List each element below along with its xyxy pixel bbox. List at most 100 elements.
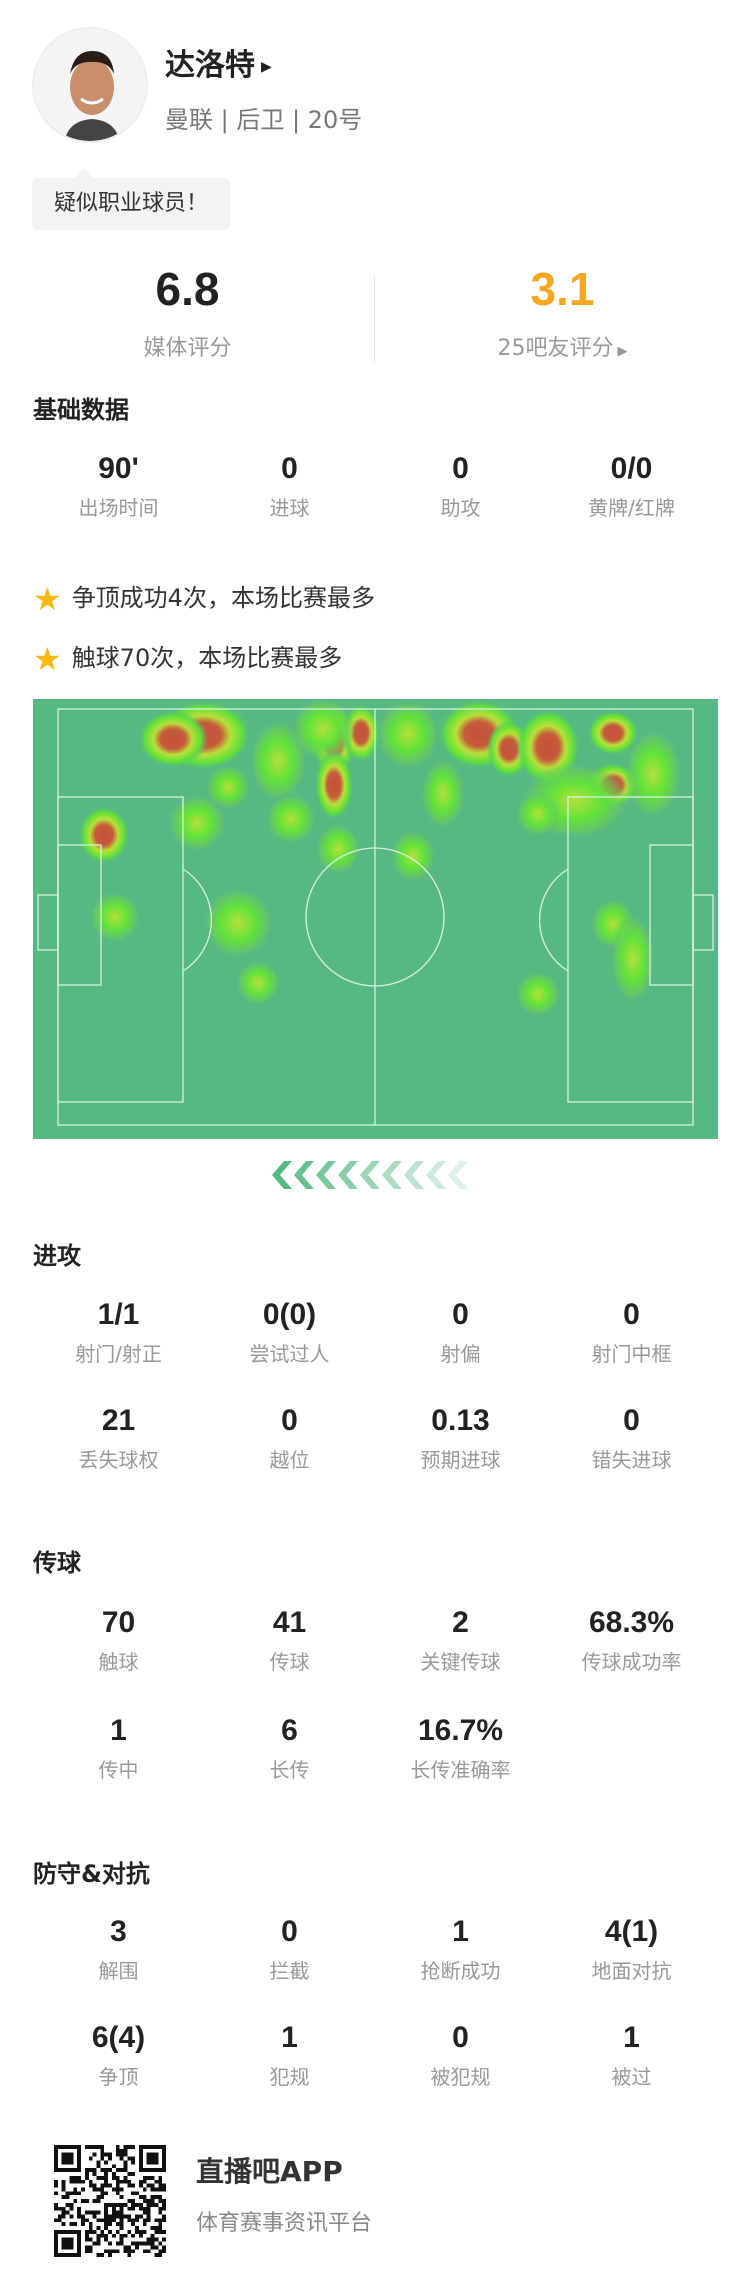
heat-spot — [376, 699, 440, 770]
chevron-left-icon — [338, 1161, 358, 1189]
stat-value: 1/1 — [97, 1298, 140, 1331]
stat-item: 0 错失进球 — [546, 1404, 717, 1473]
arrow-right-icon: ▶ — [261, 58, 272, 75]
stat-item: 1 犯规 — [204, 2021, 375, 2090]
chevron-left-icon — [272, 1161, 292, 1189]
highlight-text: 触球70次，本场比赛最多 — [71, 644, 343, 672]
heat-spot — [205, 764, 251, 810]
stat-value: 4(1) — [604, 1915, 659, 1948]
stat-item: 1 被过 — [546, 2021, 717, 2090]
star-icon: ★ — [33, 580, 62, 618]
stat-value: 21 — [101, 1404, 136, 1437]
heat-spot — [89, 891, 141, 943]
stat-value: 1 — [110, 1714, 127, 1747]
heat-spot — [515, 971, 561, 1017]
heat-spot — [291, 699, 355, 761]
stat-label: 传球成功率 — [581, 1650, 682, 1674]
heat-spot — [235, 960, 281, 1006]
chevron-left-icon — [404, 1161, 424, 1189]
heat-spot — [624, 729, 682, 819]
stat-item: 41 传球 — [204, 1606, 375, 1675]
stat-value: 0 — [452, 452, 469, 485]
stat-item: 6(4) 争顶 — [33, 2021, 204, 2090]
stat-value: 1 — [281, 2021, 298, 2054]
player-name[interactable]: 达洛特 ▶ — [165, 40, 272, 84]
media-rating: 6.8 媒体评分 — [0, 262, 375, 362]
stat-label: 犯规 — [269, 2065, 310, 2089]
stat-value: 0/0 — [610, 452, 653, 485]
stat-value: 6(4) — [91, 2021, 146, 2054]
media-rating-label: 媒体评分 — [143, 336, 232, 361]
stat-item: 2 关键传球 — [375, 1606, 546, 1675]
heat-spot — [78, 806, 130, 864]
stat-item: 90' 出场时间 — [33, 452, 204, 521]
stat-item: 70 触球 — [33, 1606, 204, 1675]
stat-value: 0 — [623, 1404, 640, 1437]
divider — [374, 275, 375, 363]
arrow-right-icon: ▶ — [617, 344, 628, 359]
heatmap-layer — [78, 699, 682, 1017]
stat-label: 越位 — [269, 1448, 310, 1472]
stat-label: 传球 — [269, 1650, 310, 1674]
stat-item: 0 被犯规 — [375, 2021, 546, 2090]
chevron-left-icon — [448, 1161, 468, 1189]
stat-item: 68.3% 传球成功率 — [546, 1606, 717, 1675]
stat-label: 射偏 — [440, 1342, 481, 1366]
stat-label: 抢断成功 — [420, 1959, 501, 1983]
fan-rating[interactable]: 3.1 25吧友评分 ▶ — [375, 262, 750, 362]
heat-spot — [587, 710, 639, 756]
stat-label: 尝试过人 — [249, 1342, 330, 1366]
fan-rating-label: 25吧友评分 — [497, 336, 614, 361]
stat-item: 1/1 射门/射正 — [33, 1298, 204, 1367]
player-name-text: 达洛特 — [165, 48, 255, 83]
stat-label: 解围 — [98, 1959, 139, 1983]
heat-spot — [137, 710, 209, 768]
stat-value: 1 — [452, 1915, 469, 1948]
qr-code — [54, 2145, 166, 2257]
stat-label: 拦截 — [269, 1959, 310, 1983]
app-name: 直播吧APP — [196, 2155, 343, 2188]
highlight-item: ★ 争顶成功4次，本场比赛最多 — [33, 578, 375, 618]
stat-value: 70 — [101, 1606, 136, 1639]
stat-item: 16.7% 长传准确率 — [375, 1714, 546, 1783]
stat-label: 出场时间 — [78, 496, 159, 520]
stat-value: 0 — [623, 1298, 640, 1331]
stat-item: 1 传中 — [33, 1714, 204, 1783]
stat-item: 1 抢断成功 — [375, 1915, 546, 1984]
stat-label: 射门中框 — [591, 1342, 672, 1366]
app-subtitle: 体育赛事资讯平台 — [196, 2211, 373, 2236]
stat-label: 被过 — [611, 2065, 652, 2089]
fan-rating-value: 3.1 — [530, 263, 595, 315]
chevron-left-icon — [382, 1161, 402, 1189]
stat-label: 被犯规 — [430, 2065, 491, 2089]
heat-spot — [265, 793, 317, 845]
section-title-defense: 防守&对抗 — [33, 1860, 150, 1888]
stat-item: 0(0) 尝试过人 — [204, 1298, 375, 1367]
heat-spot — [315, 823, 361, 875]
stat-value: 41 — [272, 1606, 307, 1639]
stat-label: 触球 — [98, 1650, 139, 1674]
chevron-left-icon — [316, 1161, 336, 1189]
heatmap-pitch — [33, 699, 718, 1139]
stat-item: 21 丢失球权 — [33, 1404, 204, 1473]
stat-value: 2 — [452, 1606, 469, 1639]
direction-arrows-icon — [272, 1161, 468, 1189]
stat-label: 黄牌/红牌 — [588, 496, 675, 520]
heat-spot — [515, 791, 561, 837]
stat-value: 0 — [452, 1298, 469, 1331]
highlight-item: ★ 触球70次，本场比赛最多 — [33, 638, 342, 678]
stat-label: 助攻 — [440, 496, 481, 520]
chevron-left-icon — [294, 1161, 314, 1189]
pitch-lines — [37, 708, 714, 1126]
section-title-attack: 进攻 — [33, 1242, 81, 1270]
stat-value: 0.13 — [431, 1404, 490, 1437]
stat-value: 0 — [452, 2021, 469, 2054]
player-meta: 曼联 | 后卫 | 20号 — [165, 106, 363, 134]
stat-item: 0 拦截 — [204, 1915, 375, 1984]
stat-value: 16.7% — [417, 1714, 504, 1747]
stat-value: 6 — [281, 1714, 298, 1747]
heat-spot — [610, 914, 656, 1004]
heat-spot — [420, 758, 466, 830]
stat-item: 3 解围 — [33, 1915, 204, 1984]
stat-item: 4(1) 地面对抗 — [546, 1915, 717, 1984]
